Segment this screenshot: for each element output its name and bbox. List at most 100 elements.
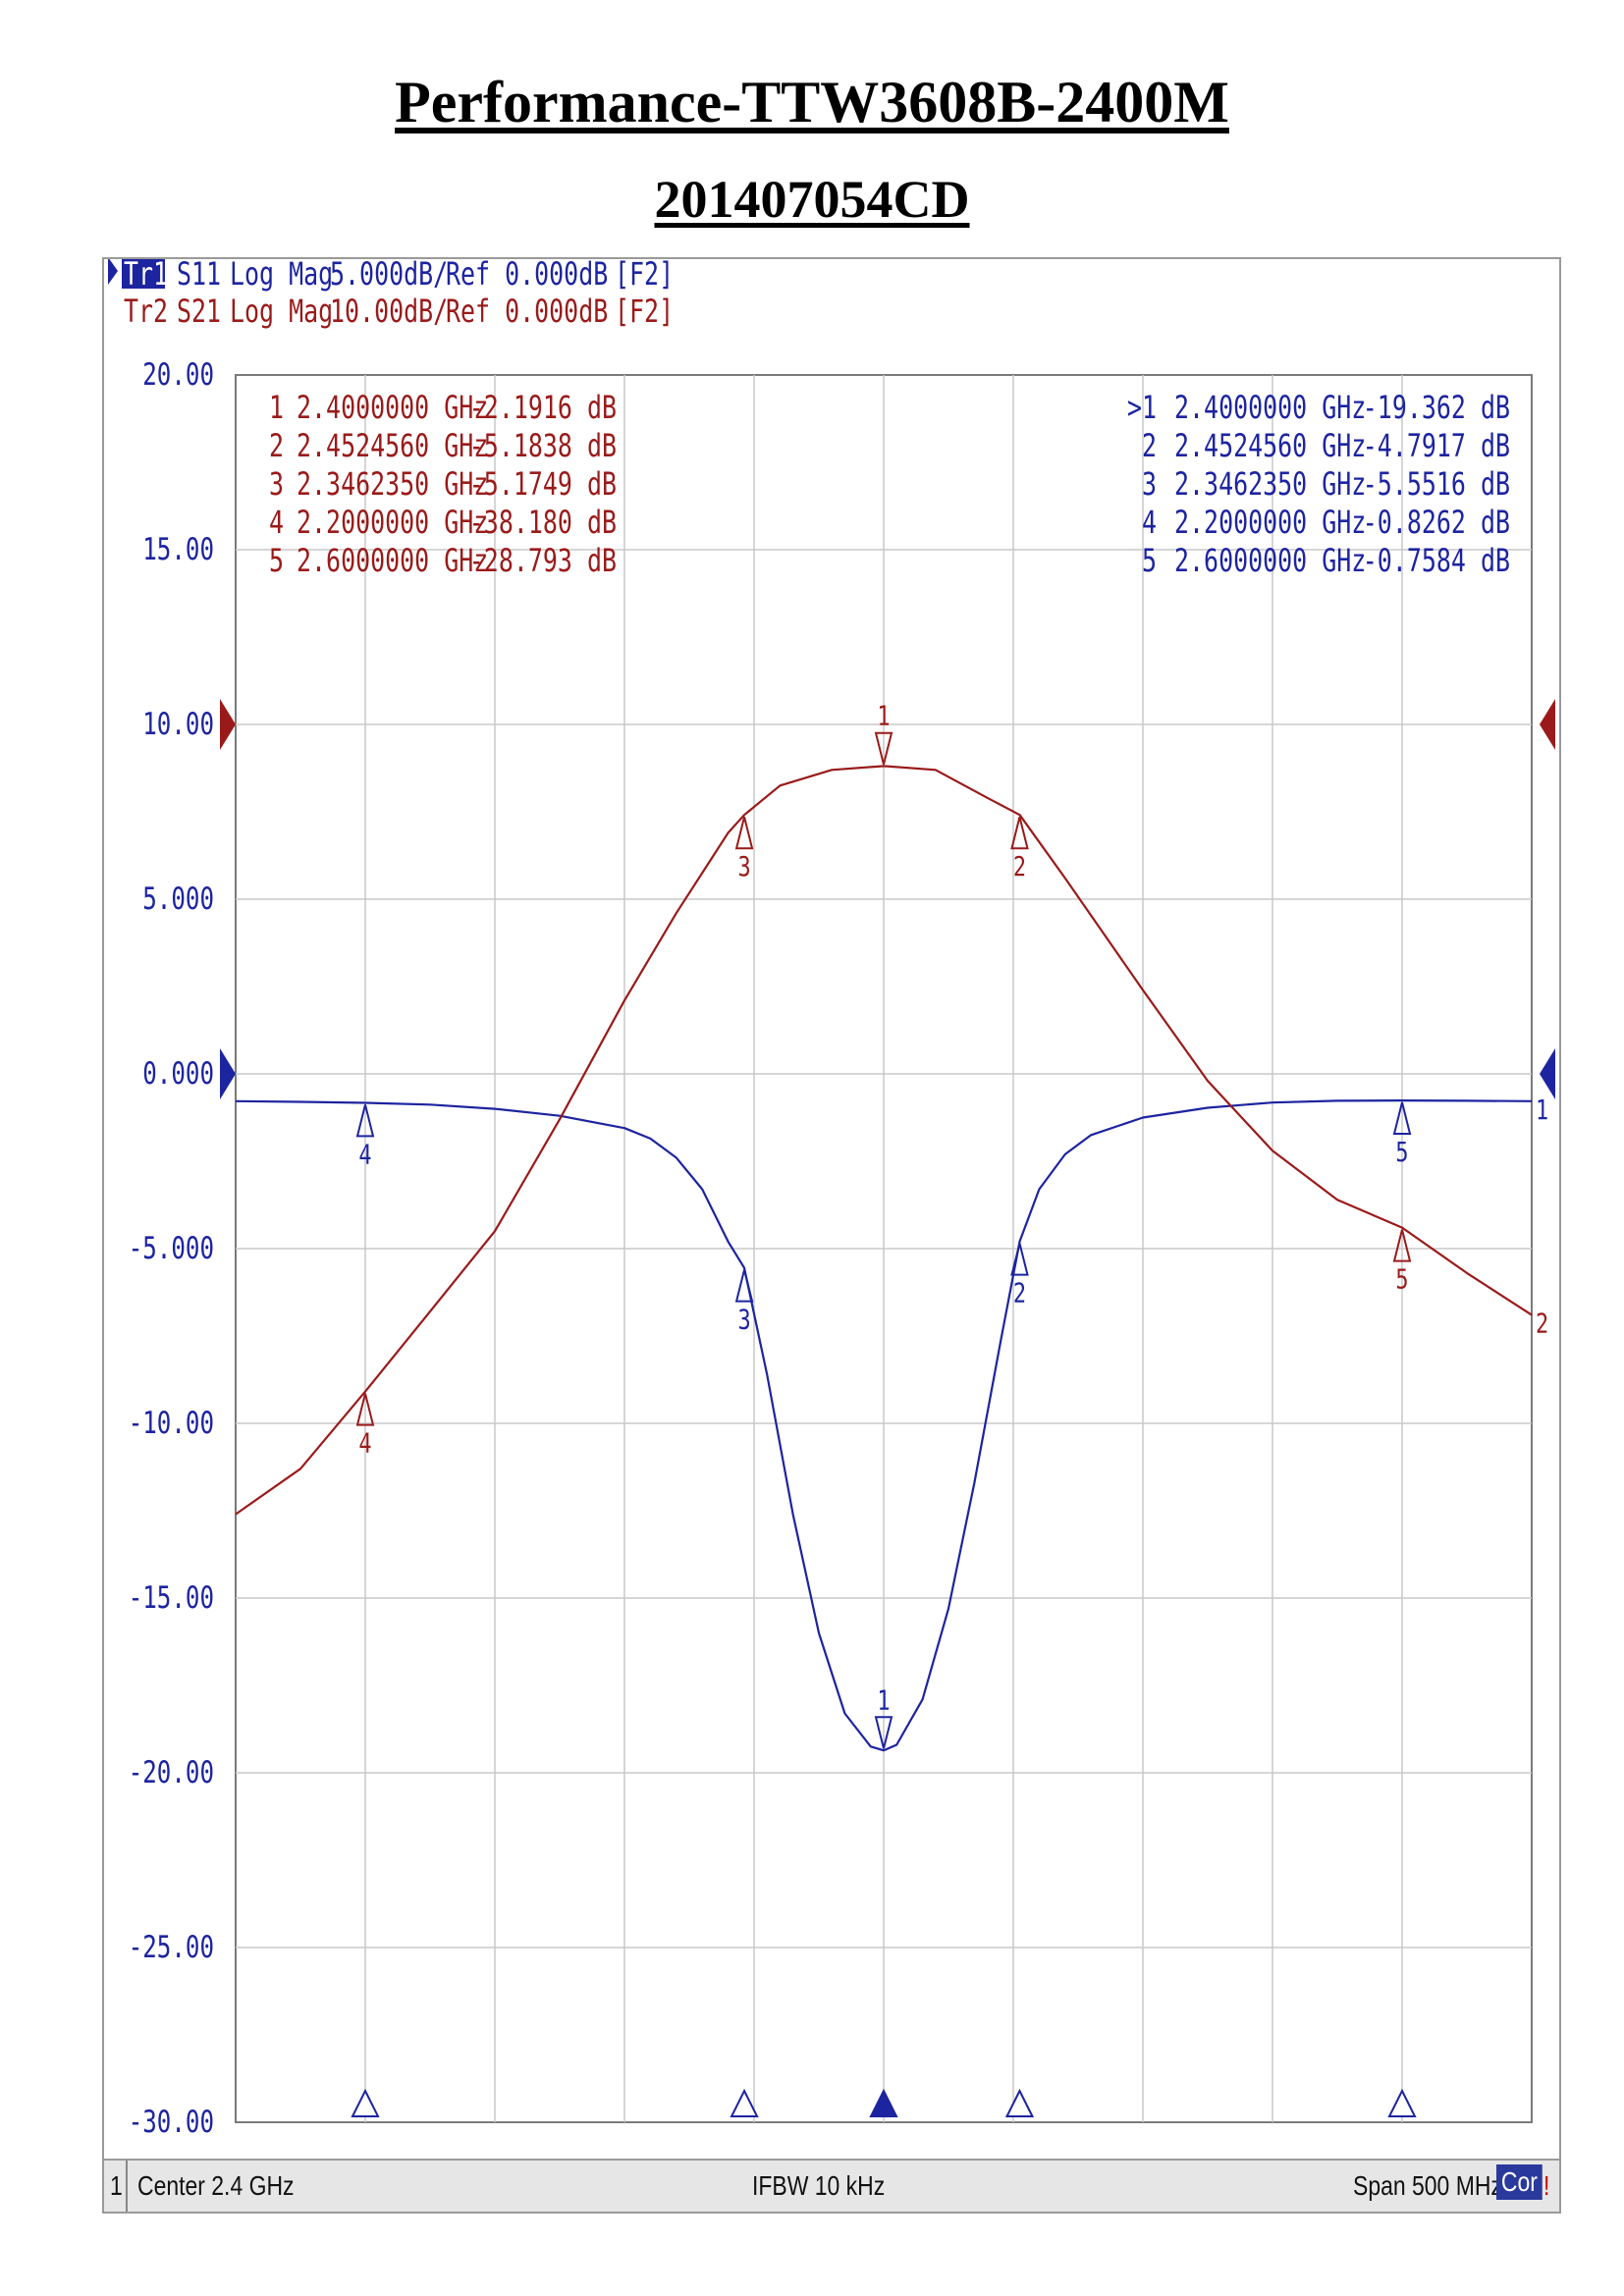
marker-triangle-s11	[355, 1104, 375, 1138]
y-tick-label: 15.00	[142, 531, 214, 567]
s11-marker-value: -5.5516 dB	[1363, 465, 1510, 503]
trace-tag: [F2]	[615, 293, 674, 330]
active-trace-highlight	[122, 259, 165, 289]
trace-parameter: S11	[177, 259, 221, 293]
document-title: Performance-TTW3608B-2400M	[395, 70, 1229, 134]
s11-marker-number: 2	[1142, 427, 1157, 464]
s11-marker-value: -0.7584 dB	[1363, 542, 1510, 579]
status-ifbw[interactable]: IFBW 10 kHz	[752, 2170, 886, 2201]
marker-position-indicator	[351, 2088, 380, 2117]
s21-reference-arrow-left	[220, 699, 236, 750]
s21-marker-frequency: 2.2000000 GHz	[297, 504, 488, 541]
s11-marker-frequency: 2.3462350 GHz	[1174, 465, 1366, 503]
marker-position-indicator	[1004, 2088, 1035, 2117]
s21-marker-frequency: 2.3462350 GHz	[297, 465, 488, 503]
marker-triangle-s11	[1392, 1101, 1412, 1135]
marker-label-s11: 2	[1013, 1277, 1026, 1308]
y-tick-label: -15.00	[129, 1579, 214, 1616]
s21-marker-frequency: 2.4000000 GHz	[297, 389, 488, 426]
status-correction-badge[interactable]: Cor	[1496, 2164, 1543, 2200]
y-tick-label: 5.000	[142, 881, 214, 917]
s11-marker-frequency: 2.4524560 GHz	[1174, 427, 1366, 464]
s21-marker-value: -5.1838 dB	[469, 427, 617, 464]
status-center[interactable]: Center 2.4 GHz	[137, 2170, 295, 2201]
marker-triangle-s21	[1392, 1229, 1412, 1262]
status-divider	[126, 2161, 128, 2212]
y-tick-label: 10.00	[142, 706, 214, 742]
s21-marker-number: 5	[269, 542, 284, 579]
s21-marker-value: -2.1916 dB	[469, 389, 617, 426]
trace-reference: Ref 0.000dB	[446, 293, 608, 330]
y-tick-label: -25.00	[129, 1929, 214, 1965]
marker-position-indicator	[869, 2088, 898, 2117]
marker-label-s11: 1	[877, 1684, 890, 1716]
s11-marker-frequency: 2.4000000 GHz	[1174, 389, 1366, 426]
marker-triangle-s11	[734, 1269, 754, 1303]
status-span[interactable]: Span 500 MHz	[1353, 2170, 1502, 2201]
marker-label-s11: 5	[1395, 1136, 1408, 1167]
y-tick-label: 20.00	[142, 356, 214, 393]
s11-marker-number: >1	[1127, 389, 1157, 426]
s21-marker-number: 3	[269, 465, 284, 503]
marker-label-s21: 4	[358, 1427, 371, 1459]
s21-marker-number: 4	[269, 504, 284, 541]
network-analyzer-screen: 20.00 15.00 10.00 5.000 0.000 -5.000 -10.00 -15…	[102, 257, 1561, 2214]
trace-parameter: S21	[177, 293, 221, 330]
s11-marker-value: -4.7917 dB	[1363, 427, 1510, 464]
trace-id: Tr2	[124, 293, 168, 330]
marker-triangle-s11	[874, 1716, 893, 1749]
trace-scale: 5.000dB/	[330, 259, 448, 293]
marker-position-indicator	[1387, 2088, 1417, 2117]
marker-label-s21: 5	[1395, 1263, 1408, 1295]
trace-tag: [F2]	[615, 259, 674, 293]
marker-triangle-s21	[355, 1393, 375, 1426]
s21-marker-value: -28.793 dB	[469, 542, 617, 579]
series-end-label-s21: 2	[1536, 1308, 1548, 1339]
s21-marker-value: -38.180 dB	[469, 504, 617, 541]
s21-marker-frequency: 2.6000000 GHz	[297, 542, 488, 579]
marker-triangle-s21	[874, 731, 893, 765]
y-tick-label: 0.000	[142, 1055, 214, 1092]
s21-marker-number: 2	[269, 427, 284, 464]
status-bar: 1 Center 2.4 GHz IFBW 10 kHz Span 500 MH…	[104, 2159, 1559, 2212]
marker-label-s21: 1	[877, 700, 890, 731]
s11-marker-frequency: 2.2000000 GHz	[1174, 504, 1366, 541]
trace-format: Log Mag	[230, 259, 333, 293]
sparameter-chart: 20.00 15.00 10.00 5.000 0.000 -5.000 -10.00 -15…	[108, 259, 1555, 2140]
marker-position-indicator	[730, 2088, 759, 2117]
s21-reference-arrow-right	[1540, 699, 1555, 750]
y-tick-label: -20.00	[129, 1754, 214, 1790]
y-tick-label: -5.000	[129, 1230, 214, 1266]
trace-scale: 10.00dB/	[330, 293, 448, 330]
marker-label-s21: 2	[1013, 851, 1026, 882]
s21-marker-frequency: 2.4524560 GHz	[297, 427, 488, 464]
s21-marker-number: 1	[269, 389, 284, 426]
y-tick-label: -10.00	[129, 1405, 214, 1441]
marker-label-s11: 4	[358, 1139, 371, 1170]
s11-marker-frequency: 2.6000000 GHz	[1174, 542, 1366, 579]
marker-label-s11: 3	[737, 1304, 750, 1335]
s11-marker-number: 4	[1142, 504, 1157, 541]
series-line-s11	[235, 1098, 1533, 1752]
status-warning-flag[interactable]: !	[1543, 2170, 1550, 2201]
status-channel[interactable]: 1	[110, 2170, 123, 2201]
series-end-label-s11: 1	[1536, 1094, 1548, 1125]
series-line-s21	[235, 765, 1533, 1516]
marker-triangle-s21	[1010, 816, 1029, 850]
s11-reference-arrow-left	[220, 1048, 236, 1099]
s11-marker-number: 3	[1142, 465, 1157, 503]
trace-id: Tr1	[124, 259, 168, 293]
s21-marker-value: -5.1749 dB	[469, 465, 617, 503]
s11-marker-number: 5	[1142, 542, 1157, 579]
trace-reference: Ref 0.000dB	[446, 259, 608, 293]
s11-marker-value: -19.362 dB	[1363, 389, 1510, 426]
marker-triangle-s21	[734, 816, 754, 850]
trace-format: Log Mag	[230, 293, 333, 330]
s11-marker-value: -0.8262 dB	[1363, 504, 1510, 541]
document-subtitle: 201407054CD	[654, 170, 970, 229]
active-trace-pointer	[108, 259, 118, 285]
s11-reference-arrow-right	[1540, 1048, 1555, 1099]
marker-triangle-s11	[1010, 1243, 1029, 1276]
y-tick-label: -30.00	[129, 2104, 214, 2140]
marker-label-s21: 3	[737, 851, 750, 882]
